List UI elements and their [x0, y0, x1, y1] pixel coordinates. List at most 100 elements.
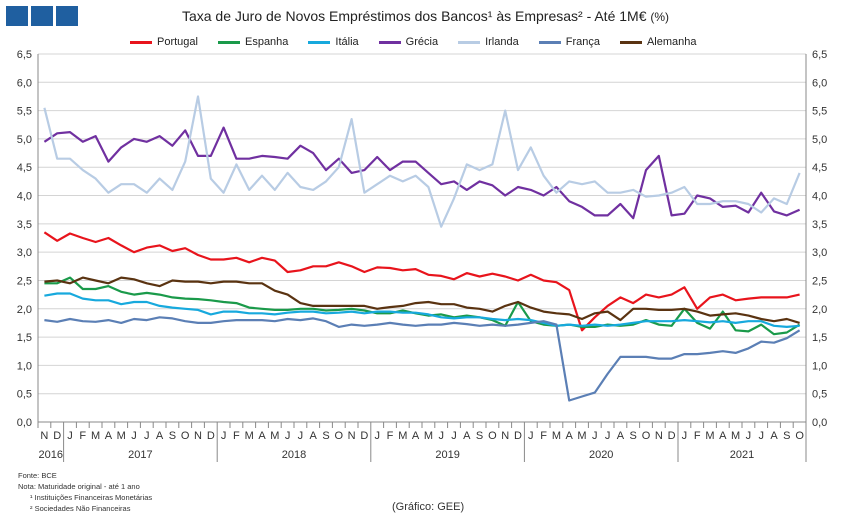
y-tick-label-left: 1,0	[17, 360, 32, 372]
legend-swatch	[538, 40, 561, 44]
y-tick-label-right: 4,5	[812, 162, 827, 174]
y-tick-label-right: 0,0	[812, 417, 827, 429]
x-tick-label: J	[221, 430, 227, 442]
y-tick-label-right: 4,0	[812, 191, 827, 203]
y-tick-label-left: 3,5	[17, 219, 32, 231]
legend-label: Espanha	[244, 36, 289, 48]
x-tick-label: D	[360, 430, 368, 442]
x-tick-label: D	[53, 430, 61, 442]
x-tick-label: M	[117, 430, 126, 442]
source-note: Fonte: BCE	[18, 471, 57, 480]
x-tick-label: S	[169, 430, 176, 442]
chart-title: Taxa de Juro de Novos Empréstimos dos Ba…	[0, 8, 851, 24]
x-tick-label: N	[501, 430, 509, 442]
y-tick-label-left: 6,5	[17, 49, 32, 61]
legend-label: Alemanha	[646, 36, 697, 48]
x-tick-label: D	[668, 430, 676, 442]
x-tick-label: N	[194, 430, 202, 442]
y-tick-label-right: 5,5	[812, 106, 827, 118]
x-tick-label: M	[424, 430, 433, 442]
legend-label: França	[565, 36, 600, 48]
series-line-alemanha	[44, 276, 800, 324]
x-tick-label: J	[758, 430, 764, 442]
legend-label: Grécia	[405, 36, 439, 48]
y-tick-label-left: 4,5	[17, 162, 32, 174]
footnote-1: ¹ Instituições Financeiras Monetárias	[30, 493, 153, 502]
y-tick-label-left: 1,5	[17, 332, 32, 344]
legend-item: Irlanda	[458, 34, 519, 50]
x-tick-label: D	[514, 430, 522, 442]
x-tick-label: A	[617, 430, 625, 442]
y-tick-label-right: 6,5	[812, 49, 827, 61]
y-tick-label-left: 5,0	[17, 134, 32, 146]
legend-item: Itália	[308, 34, 359, 50]
legend-label: Itália	[335, 36, 359, 48]
x-tick-label: M	[91, 430, 100, 442]
year-label: 2019	[435, 449, 459, 461]
x-tick-label: A	[310, 430, 318, 442]
year-label: 2018	[282, 449, 306, 461]
logo-block-3	[56, 6, 78, 26]
legend-item: Espanha	[217, 34, 289, 50]
year-label: 2016	[39, 449, 63, 461]
x-tick-label: O	[642, 430, 651, 442]
y-tick-label-right: 2,0	[812, 304, 827, 316]
series-line-grécia	[43, 126, 801, 220]
legend-item: Portugal	[130, 34, 198, 50]
y-tick-label-left: 3,0	[17, 247, 32, 259]
y-tick-label-right: 6,0	[812, 77, 827, 89]
y-tick-label-left: 2,5	[17, 275, 32, 287]
x-tick-label: A	[719, 430, 727, 442]
x-tick-label: A	[258, 430, 266, 442]
logo-block-2	[31, 6, 53, 26]
x-tick-label: O	[795, 430, 804, 442]
x-tick-label: J	[605, 430, 611, 442]
y-tick-label-left: 0,0	[17, 417, 32, 429]
x-tick-label: F	[79, 430, 86, 442]
chart-title-unit: (%)	[650, 10, 670, 24]
x-tick-label: J	[144, 430, 150, 442]
x-tick-label: A	[412, 430, 420, 442]
series-line-frança	[44, 316, 801, 402]
legend-item: Grécia	[378, 34, 439, 50]
year-label: 2017	[128, 449, 152, 461]
x-tick-label: M	[552, 430, 561, 442]
x-tick-label: A	[463, 430, 471, 442]
x-tick-label: J	[298, 430, 304, 442]
x-tick-label: J	[374, 430, 380, 442]
y-tick-label-left: 2,0	[17, 304, 32, 316]
legend-label: Irlanda	[485, 36, 519, 48]
y-tick-label-left: 5,5	[17, 106, 32, 118]
x-tick-label: M	[731, 430, 740, 442]
x-tick-label: A	[566, 430, 574, 442]
y-tick-label-left: 6,0	[17, 77, 32, 89]
maturity-note: Nota: Maturidade original - até 1 ano	[18, 482, 140, 491]
x-tick-label: N	[40, 430, 48, 442]
y-tick-label-left: 0,5	[17, 389, 32, 401]
legend-swatch	[378, 40, 401, 44]
x-tick-label: S	[630, 430, 637, 442]
x-tick-label: J	[285, 430, 291, 442]
x-tick-label: A	[770, 430, 778, 442]
x-tick-label: J	[682, 430, 688, 442]
x-tick-label: O	[488, 430, 497, 442]
x-tick-label: S	[783, 430, 790, 442]
footnote-2: ² Sociedades Não Financeiras	[30, 504, 131, 513]
chart-legend: Portugal Espanha Itália Grécia Irlanda França…	[130, 34, 717, 50]
x-tick-label: M	[398, 430, 407, 442]
x-tick-label: F	[233, 430, 240, 442]
y-tick-label-right: 1,0	[812, 360, 827, 372]
x-tick-label: F	[540, 430, 547, 442]
series-line-itália	[44, 292, 800, 328]
series-line-portugal	[43, 231, 800, 332]
x-tick-label: J	[438, 430, 444, 442]
x-tick-label: D	[207, 430, 215, 442]
x-tick-label: M	[245, 430, 254, 442]
legend-swatch	[619, 40, 642, 44]
x-tick-label: J	[451, 430, 457, 442]
x-tick-label: J	[592, 430, 598, 442]
x-tick-label: J	[528, 430, 534, 442]
x-tick-label: M	[705, 430, 714, 442]
y-tick-label-right: 5,0	[812, 134, 827, 146]
